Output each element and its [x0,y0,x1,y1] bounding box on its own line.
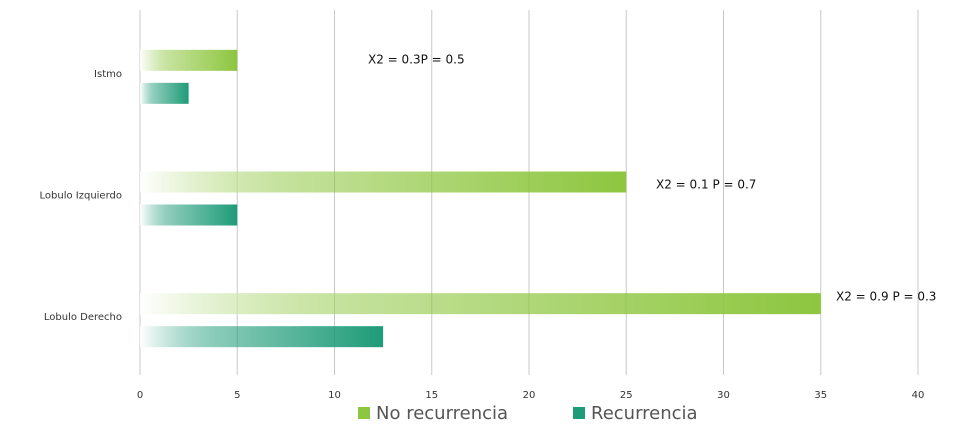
bar [140,293,821,315]
bar [140,82,189,104]
x-tick-label: 10 [328,390,341,401]
x-tick-label: 40 [912,390,925,401]
y-tick-label: Lobulo Izquierdo [40,191,123,202]
x-tick-label: 0 [137,390,143,401]
annotation: X2 = 0.1 P = 0.7 [656,178,756,192]
annotation: X2 = 0.3P = 0.5 [368,53,465,67]
annotation: X2 = 0.9 P = 0.3 [836,290,936,304]
x-tick-label: 30 [717,390,730,401]
legend-swatch [358,407,370,419]
legend-label: No recurrencia [376,403,508,424]
bar [140,326,384,348]
x-tick-label: 35 [814,390,827,401]
y-tick-label: Lobulo Derecho [44,312,122,323]
bar [140,204,238,226]
x-tick-label: 20 [523,390,536,401]
y-tick-label: Istmo [94,69,122,80]
legend-swatch [573,407,585,419]
bar [140,171,627,193]
bar [140,49,238,71]
x-tick-label: 15 [425,390,438,401]
x-tick-label: 25 [620,390,633,401]
x-tick-label: 5 [234,390,240,401]
legend-label: Recurrencia [591,403,698,424]
